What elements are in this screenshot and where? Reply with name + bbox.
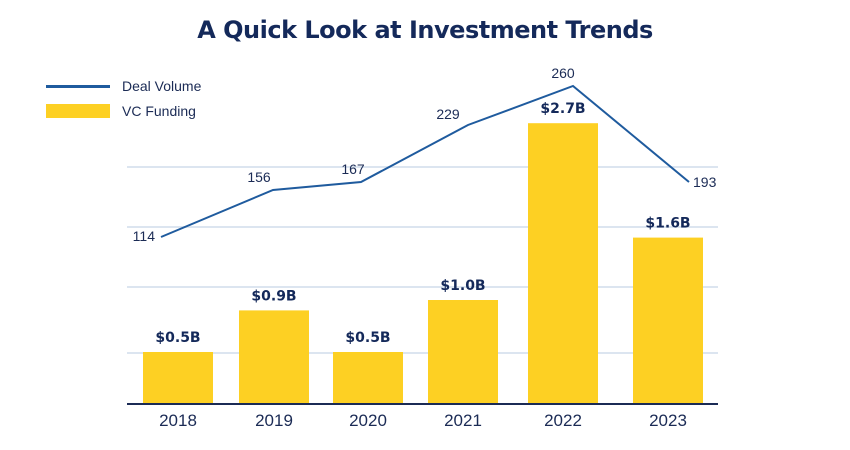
bar-label: $0.5B xyxy=(155,330,200,346)
x-tick-label: 2020 xyxy=(349,411,387,430)
legend-item-vc-funding: VC Funding xyxy=(46,103,196,119)
x-tick-label: 2022 xyxy=(544,411,582,430)
legend-swatch-line xyxy=(46,84,110,88)
x-tick-label: 2018 xyxy=(159,411,197,430)
deal-volume-line xyxy=(160,84,690,238)
legend-label: VC Funding xyxy=(122,103,196,119)
chart-title: A Quick Look at Investment Trends xyxy=(197,16,653,44)
x-tick-label: 2019 xyxy=(255,411,293,430)
line-label: 229 xyxy=(436,106,460,122)
line-label: 260 xyxy=(551,65,575,81)
bar-label: $0.5B xyxy=(345,330,390,346)
bar-2021 xyxy=(428,300,498,404)
x-tick-label: 2021 xyxy=(444,411,482,430)
bar-2018 xyxy=(143,352,213,404)
bar-2020 xyxy=(333,352,403,404)
bar-label: $1.6B xyxy=(645,216,690,232)
bar-2023 xyxy=(633,237,703,404)
bar-label: $0.9B xyxy=(251,288,296,304)
x-tick-label: 2023 xyxy=(649,411,687,430)
bar-2022 xyxy=(528,123,598,404)
legend-label: Deal Volume xyxy=(122,78,202,94)
line-label: 167 xyxy=(341,161,365,177)
line-label: 193 xyxy=(693,174,717,190)
line-label: 156 xyxy=(247,169,271,185)
bar-2019 xyxy=(239,310,309,404)
line-label: 114 xyxy=(133,228,156,244)
legend-item-deal-volume: Deal Volume xyxy=(46,78,201,94)
bar-label: $2.7B xyxy=(540,101,585,117)
legend-swatch-bar xyxy=(46,104,110,118)
bar-label: $1.0B xyxy=(440,278,485,294)
